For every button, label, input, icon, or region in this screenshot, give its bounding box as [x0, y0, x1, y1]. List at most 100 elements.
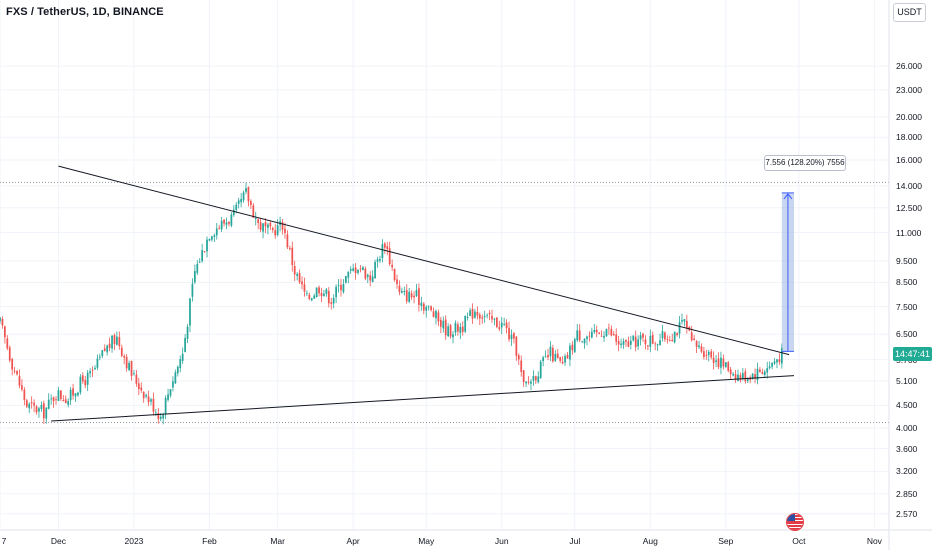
price-tick-label: 3.600 [896, 443, 918, 454]
candle-body [57, 390, 60, 401]
candle-body [771, 362, 773, 367]
candle-body [6, 338, 9, 349]
candle-body [510, 334, 513, 340]
us-flag-icon[interactable] [786, 513, 804, 531]
candle-body [91, 369, 94, 371]
candle-body [685, 320, 688, 329]
candle-body [495, 317, 498, 328]
candle-body [142, 391, 145, 399]
candle-body [588, 335, 591, 337]
candle-body [488, 312, 491, 315]
candle-body [508, 327, 510, 340]
candle-body [432, 311, 435, 317]
candle-body [459, 326, 462, 333]
candle-body [64, 399, 67, 404]
price-tick-label: 11.000 [896, 227, 922, 238]
candle-body [681, 320, 683, 322]
last-price-tag: 14:47:41 [893, 346, 932, 361]
time-tick-label: Sep [718, 536, 734, 546]
candle-body [225, 222, 228, 225]
candle-body [376, 259, 379, 262]
candle-body [103, 348, 106, 351]
candle-body [13, 370, 16, 372]
candle-body [150, 399, 152, 402]
candle-body [710, 351, 713, 358]
time-tick-label: Mar [270, 536, 285, 546]
candle-body [474, 311, 476, 318]
measure-label: 7.556 (128.20%) 7556 [764, 155, 846, 171]
candle-body [554, 354, 557, 361]
candle-body [342, 284, 345, 293]
candle-body [335, 286, 337, 298]
candle-body [52, 397, 55, 402]
candle-body [556, 353, 559, 359]
price-tick-label: 2.570 [896, 508, 918, 519]
candle-body [364, 268, 367, 279]
candle-body [734, 374, 737, 380]
candle-body [11, 359, 14, 370]
time-tick-label: Oct [792, 536, 806, 546]
candle-body [483, 316, 486, 318]
candle-body [40, 404, 43, 409]
candle-body [313, 295, 316, 299]
candle-body [442, 320, 445, 329]
candle-body [405, 290, 408, 302]
candle-body [491, 315, 493, 320]
candle-body [184, 337, 186, 353]
candle-body [369, 275, 372, 281]
candle-body [422, 303, 425, 311]
candle-body [578, 330, 581, 341]
candle-body [228, 221, 230, 224]
candle-body [186, 326, 189, 339]
candle-body [18, 376, 21, 386]
candle-body [690, 332, 693, 341]
candle-body [727, 362, 730, 371]
candle-body [337, 285, 340, 287]
candle-body [586, 336, 588, 340]
candle-body [639, 335, 642, 340]
candle-body [617, 340, 620, 345]
candle-body [74, 393, 77, 397]
price-tick-label: 14.000 [896, 180, 922, 191]
time-tick-label: 2023 [124, 536, 144, 546]
candle-body [157, 413, 160, 419]
candle-body [130, 361, 133, 376]
candle-body [47, 399, 50, 409]
candle-body [464, 315, 467, 332]
candle-body [729, 369, 732, 375]
candle-body [23, 389, 26, 400]
candle-body [503, 323, 506, 325]
candle-body [644, 339, 647, 345]
candle-body [712, 357, 715, 363]
candle-body [427, 306, 430, 308]
candle-body [666, 339, 669, 340]
candle-body [612, 333, 615, 336]
candle-body [16, 370, 18, 375]
candle-body [8, 347, 11, 361]
candle-body [766, 368, 769, 373]
candle-body [664, 332, 666, 340]
candle-body [55, 399, 57, 401]
candle-body [564, 356, 566, 363]
candle-body [196, 263, 199, 273]
candle-body [530, 381, 532, 384]
candle-body [101, 350, 104, 356]
candle-body [218, 227, 221, 229]
candle-body [291, 247, 294, 266]
price-tick-label: 20.000 [896, 111, 922, 122]
candle-body [683, 319, 686, 322]
candles [0, 182, 783, 425]
candle-body [642, 333, 644, 338]
candle-body [359, 268, 362, 270]
candle-body [0, 317, 1, 322]
candle-body [522, 370, 525, 383]
candle-body [780, 347, 783, 364]
candle-body [532, 375, 535, 381]
candle-body [232, 209, 235, 215]
candle-body [461, 326, 464, 332]
candle-body [673, 331, 676, 343]
currency-button[interactable]: USDT [893, 3, 926, 22]
candle-body [515, 336, 518, 356]
candle-body [240, 199, 243, 203]
